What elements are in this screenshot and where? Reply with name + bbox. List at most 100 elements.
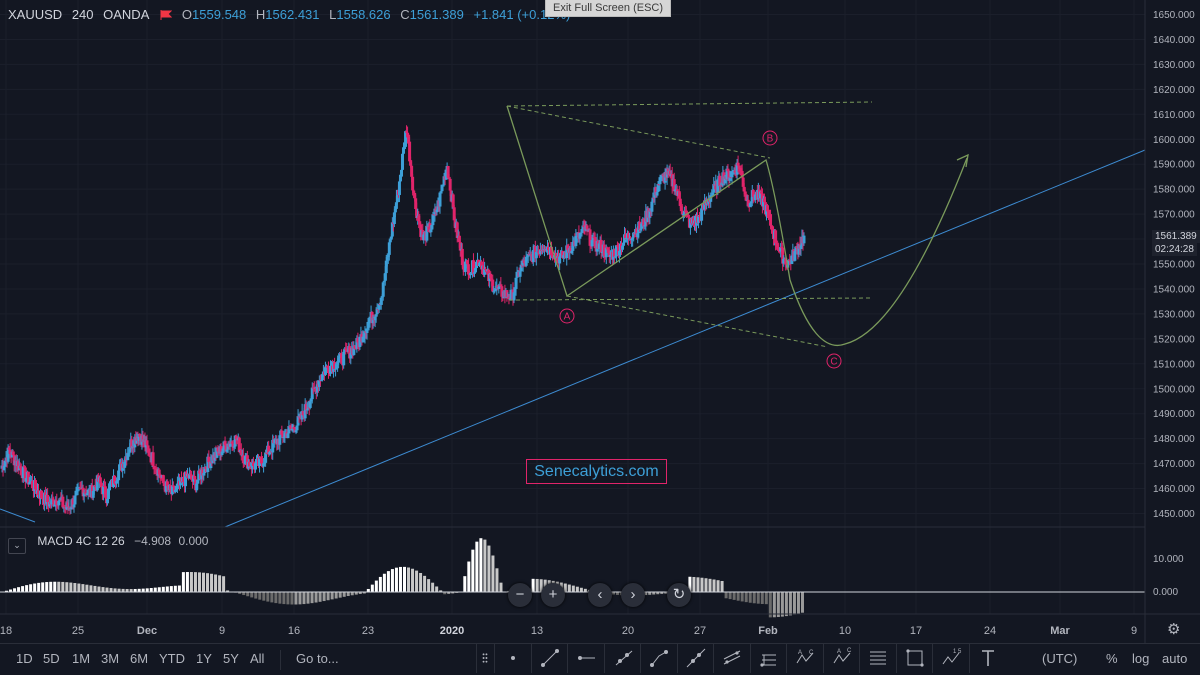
range-5d[interactable]: 5D <box>43 651 60 666</box>
wave-path[interactable] <box>506 105 968 346</box>
candle-body <box>50 498 54 505</box>
macd-bar <box>752 592 756 604</box>
auto-toggle[interactable]: auto <box>1162 651 1188 666</box>
macd-value: −4.908 <box>134 534 172 548</box>
candle-body <box>373 316 377 321</box>
info-line-icon[interactable] <box>640 643 677 673</box>
flag-icon[interactable] <box>160 10 173 20</box>
candle-body <box>164 481 168 492</box>
candle-body <box>198 470 202 474</box>
range-5y[interactable]: 5Y <box>223 651 239 666</box>
goto-button[interactable]: Go to... <box>296 651 339 666</box>
zoom-out-button[interactable]: − <box>508 583 532 607</box>
horizontal-ray-icon[interactable] <box>567 643 604 673</box>
text-icon[interactable] <box>968 643 1006 673</box>
price-label: 1570.000 <box>1153 210 1195 221</box>
candle-body <box>287 426 291 434</box>
range-all[interactable]: All <box>250 651 265 666</box>
pitchfork-icon[interactable] <box>749 643 787 673</box>
candle-body <box>759 191 763 194</box>
macd-bar <box>403 566 406 592</box>
candle-body <box>375 308 379 315</box>
candle-body <box>606 249 610 251</box>
time-label: 10 <box>839 625 851 637</box>
macd-bar <box>788 592 792 616</box>
price-scale[interactable]: 1650.000 1640.000 1630.000 1620.000 1610.000… <box>1153 10 1195 520</box>
range-ytd[interactable]: YTD <box>159 651 185 666</box>
elliott-wave-icon[interactable]: 1 5 <box>932 643 969 673</box>
ray-icon[interactable] <box>603 643 641 673</box>
reset-chart-button[interactable]: ↻ <box>667 583 691 607</box>
trendline-main[interactable] <box>224 149 1146 528</box>
macd-bar <box>612 592 616 595</box>
elliott-wave-drawing[interactable]: A B C <box>506 101 969 369</box>
callout-icon[interactable] <box>895 643 933 673</box>
scroll-right-button[interactable]: › <box>621 583 645 607</box>
wave-label-a[interactable]: A <box>559 308 575 324</box>
candle-body <box>581 225 585 230</box>
channel-upper-line[interactable] <box>506 105 771 159</box>
candle-body <box>370 311 374 324</box>
range-1d[interactable]: 1D <box>16 651 33 666</box>
macd-bar <box>696 577 700 592</box>
zoom-in-button[interactable]: + <box>541 583 565 607</box>
range-6m[interactable]: 6M <box>130 651 149 666</box>
candle-body <box>301 411 305 416</box>
candle-body <box>340 353 344 364</box>
channel-top-line[interactable] <box>506 101 873 107</box>
candle-body <box>231 443 235 448</box>
log-toggle[interactable]: log <box>1132 651 1150 666</box>
symbol-label[interactable]: XAUUSD <box>8 7 63 22</box>
rectangle-icon[interactable] <box>859 643 896 673</box>
candle-body <box>452 207 456 221</box>
candle-body <box>158 474 162 478</box>
macd-bar <box>274 592 278 604</box>
price-label: 1520.000 <box>1153 334 1195 345</box>
wave-label-c[interactable]: C <box>826 353 842 369</box>
gear-icon[interactable]: ⚙ <box>1167 621 1181 638</box>
wave-label-b[interactable]: B <box>762 130 778 146</box>
exit-fullscreen-button[interactable]: Exit Full Screen (ESC) <box>545 0 672 17</box>
macd-bar <box>419 572 423 592</box>
drag-handle-icon[interactable] <box>476 643 493 673</box>
macd-bar <box>583 588 587 592</box>
trendline-left[interactable] <box>0 508 36 523</box>
macd-bar <box>366 588 370 592</box>
candle-body <box>404 131 408 147</box>
range-1m[interactable]: 1M <box>72 651 91 666</box>
macd-bar <box>45 582 49 592</box>
channel-lower-line[interactable] <box>566 295 829 348</box>
candle-body <box>146 445 150 449</box>
time-scale[interactable]: 18 25 Dec 9 16 23 2020 13 20 27 Feb 10 17 24 Mar 9 <box>0 625 1137 637</box>
range-3m[interactable]: 3M <box>101 651 120 666</box>
candle-body <box>368 319 372 322</box>
candle-body <box>700 208 704 221</box>
candle-body <box>733 170 737 173</box>
candle-body <box>551 255 555 258</box>
dot-icon[interactable] <box>494 643 531 673</box>
candle-body <box>795 246 799 249</box>
percent-toggle[interactable]: % <box>1106 651 1118 666</box>
candle-body <box>81 487 85 497</box>
channel-bottom-line[interactable] <box>508 297 873 301</box>
candle-body <box>473 268 477 273</box>
scroll-left-button[interactable]: ‹ <box>588 583 612 607</box>
candle-body <box>409 161 413 166</box>
parallel-channel-icon[interactable] <box>713 643 750 673</box>
trend-line-icon[interactable] <box>530 643 568 673</box>
interval-label[interactable]: 240 <box>71 7 94 22</box>
extended-line-icon[interactable] <box>676 643 714 673</box>
candle-body <box>26 471 30 485</box>
timezone-button[interactable]: (UTC) <box>1042 651 1078 666</box>
candle-body <box>209 461 213 469</box>
chevron-down-icon[interactable]: ⌄ <box>8 538 26 554</box>
trend-line[interactable] <box>0 149 1146 528</box>
range-1y[interactable]: 1Y <box>196 651 212 666</box>
candle-body <box>435 209 439 213</box>
candle-body <box>355 338 359 349</box>
macd-name[interactable]: MACD 4C 12 26 <box>37 534 125 548</box>
time-label: Mar <box>1050 625 1070 637</box>
